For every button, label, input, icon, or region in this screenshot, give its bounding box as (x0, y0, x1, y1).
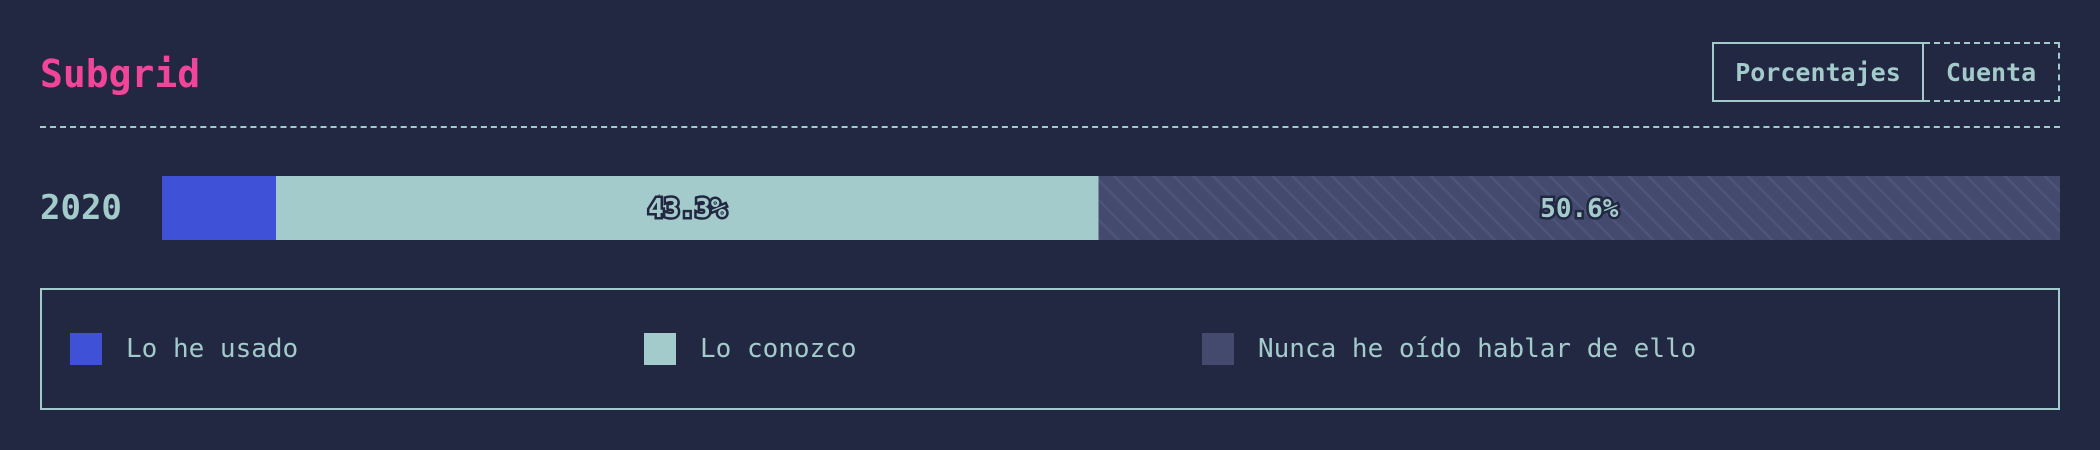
legend: Lo he usado Lo conozco Nunca he oído hab… (40, 288, 2060, 410)
stacked-bar-chart: 43.3% 50.6% (162, 176, 2060, 240)
bar-segment-never-heard[interactable] (1098, 176, 2060, 240)
legend-label-used: Lo he usado (126, 334, 299, 364)
legend-label-known: Lo conozco (700, 334, 857, 364)
legend-item-known[interactable]: Lo conozco (644, 332, 857, 366)
bar-segment-used[interactable] (162, 176, 276, 240)
legend-swatch-known (644, 333, 676, 365)
legend-item-used[interactable]: Lo he usado (70, 332, 298, 366)
chart-title: Subgrid (40, 52, 201, 96)
header-divider (40, 126, 2060, 128)
legend-label-never-heard: Nunca he oído hablar de ello (1258, 334, 1697, 364)
bar-segment-known[interactable] (275, 176, 1099, 240)
percentages-button[interactable]: Porcentajes (1712, 42, 1924, 102)
view-toggle: Porcentajes Cuenta (1712, 42, 2060, 102)
legend-item-never-heard[interactable]: Nunca he oído hablar de ello (1202, 332, 1696, 366)
count-button[interactable]: Cuenta (1924, 42, 2060, 102)
legend-swatch-used (70, 333, 102, 365)
data-label-known: 43.3% (648, 194, 727, 224)
legend-swatch-never-heard (1202, 333, 1234, 365)
bar-group-2020: 43.3% 50.6% (162, 176, 2060, 240)
category-label-2020: 2020 (40, 188, 122, 228)
data-label-never-heard: 50.6% (1540, 194, 1619, 224)
